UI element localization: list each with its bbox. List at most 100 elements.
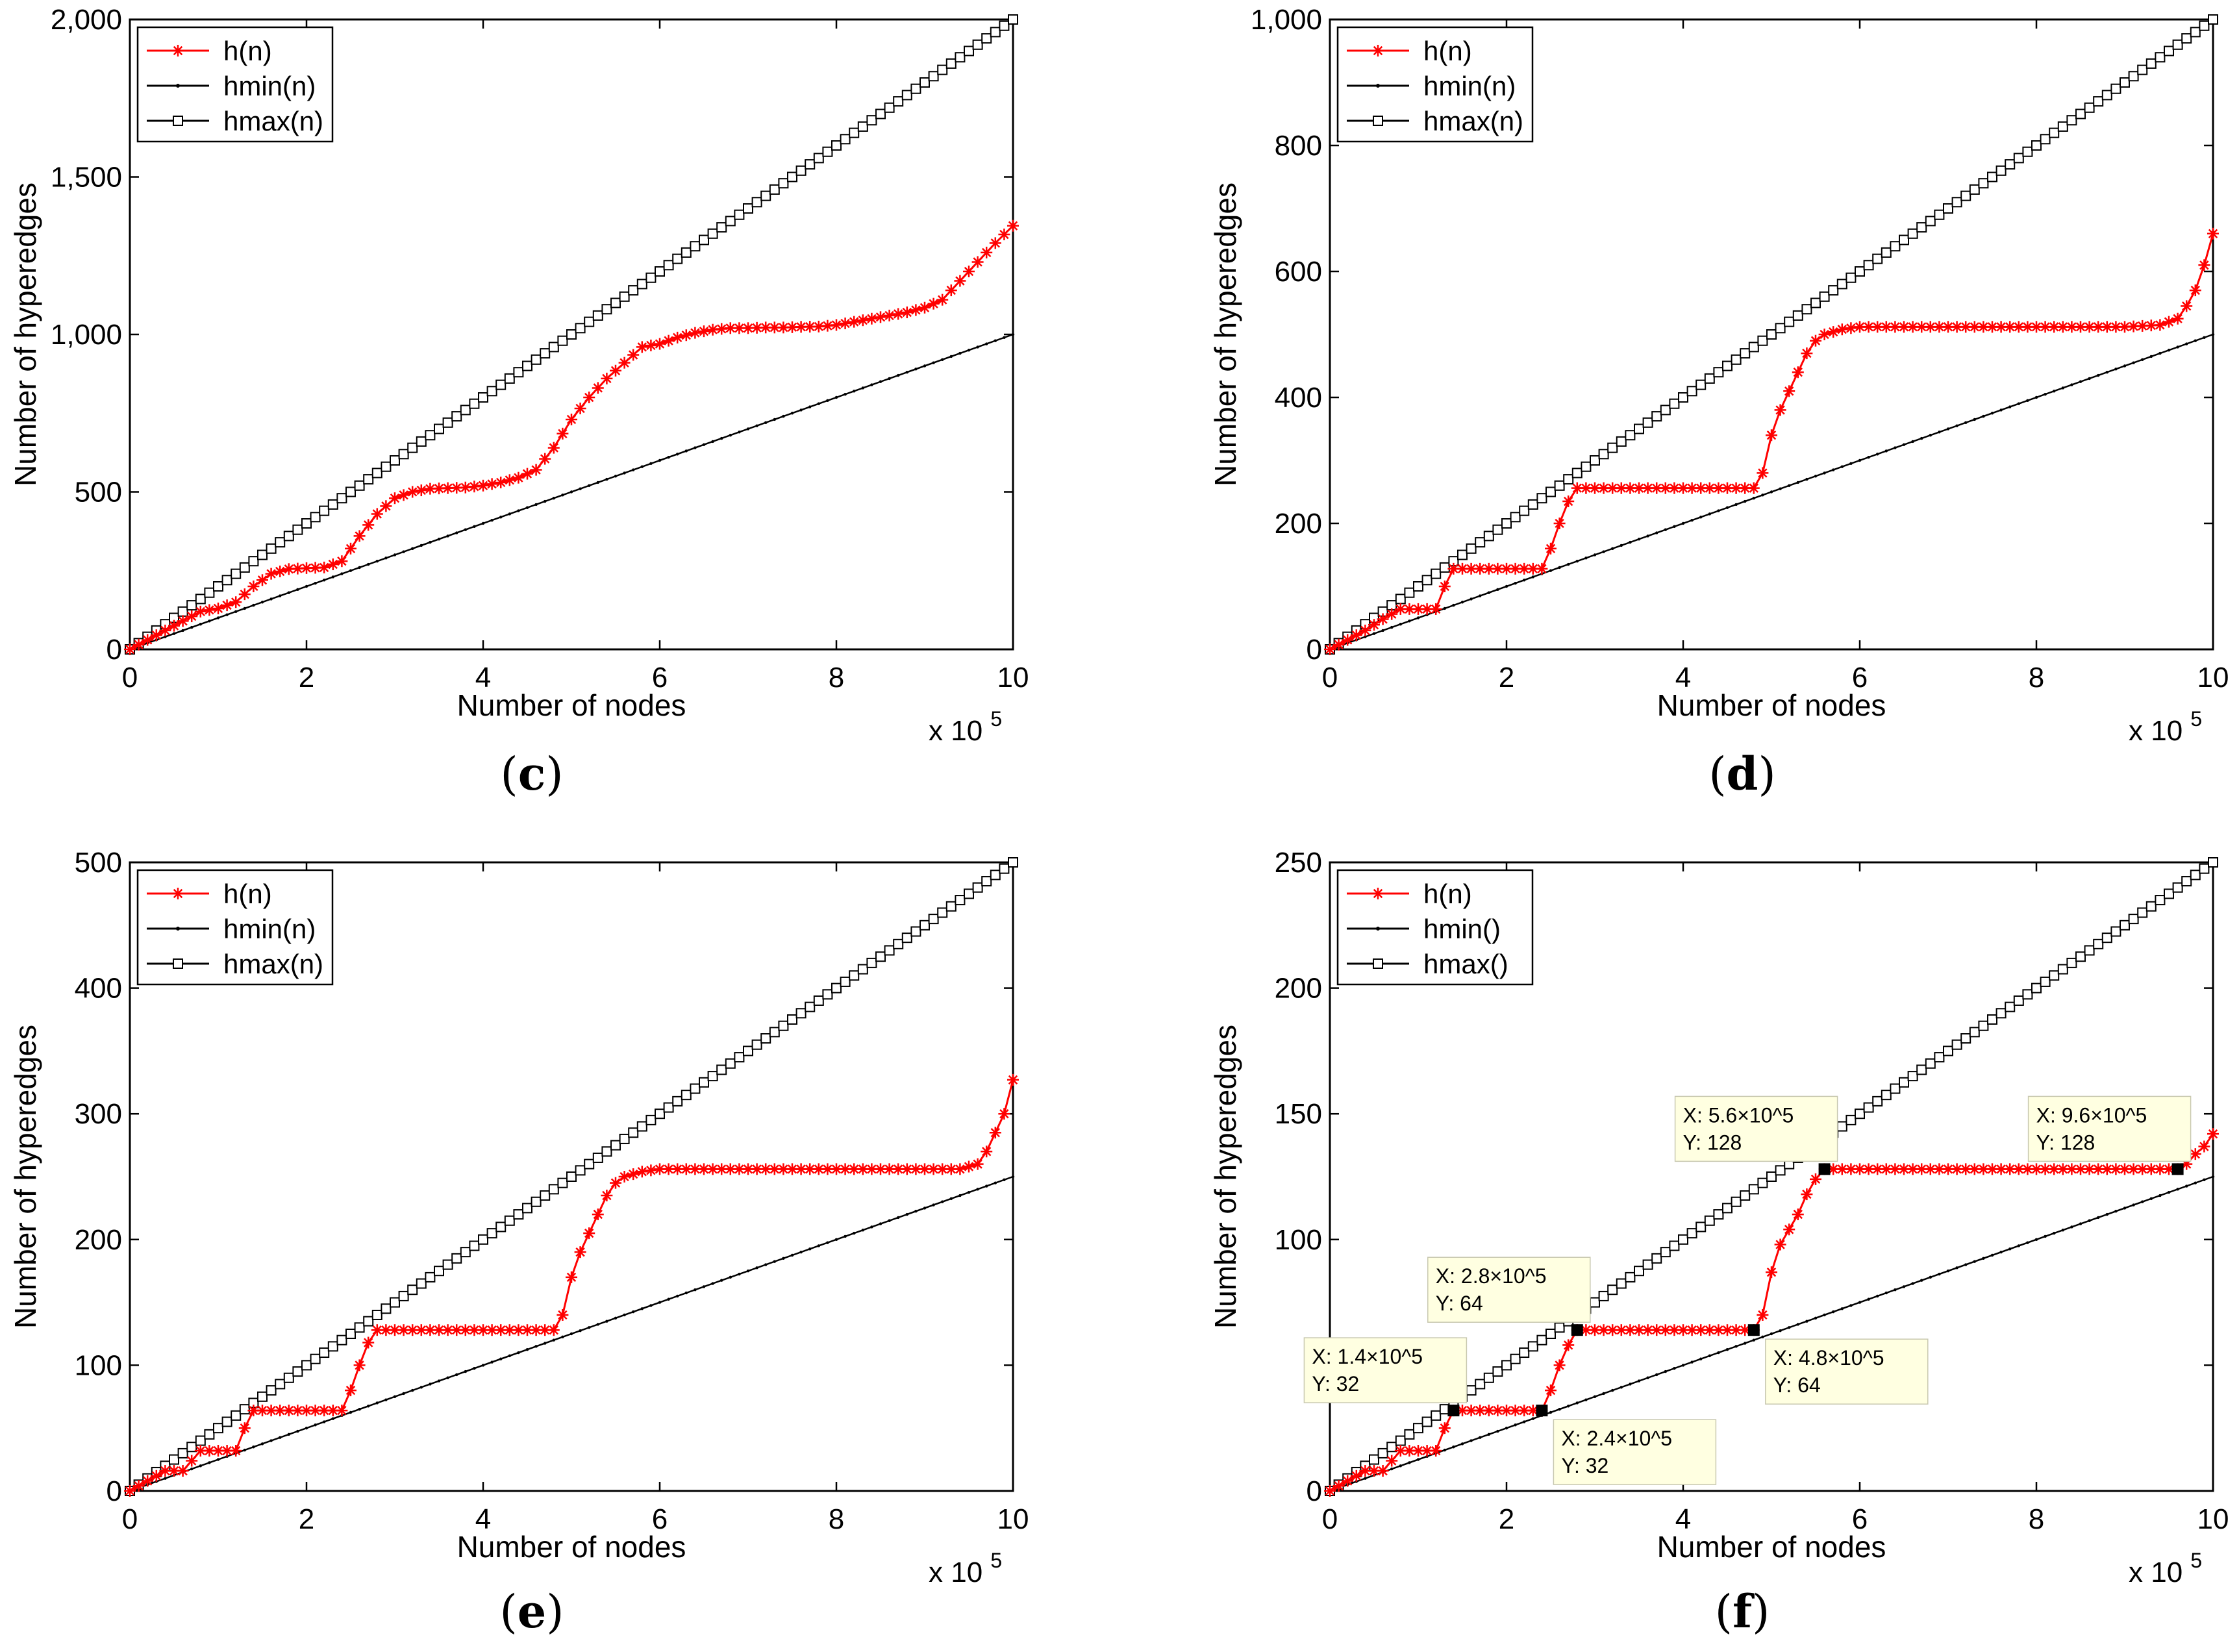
- hmin-point: [1487, 591, 1490, 594]
- hmax-point: [1722, 360, 1732, 371]
- hmax-point: [239, 1404, 250, 1415]
- x-multiplier-label: x 10 5: [929, 707, 1002, 747]
- hmin-point: [861, 386, 865, 390]
- hmin-point: [393, 553, 397, 557]
- h-point: [1739, 482, 1751, 494]
- h-point: [680, 329, 692, 342]
- h-point: [1721, 1324, 1733, 1336]
- h-point: [875, 311, 886, 323]
- hmin-point: [199, 623, 202, 626]
- y-tick-label: 100: [1275, 1224, 1322, 1256]
- h-point: [627, 349, 640, 361]
- h-point: [318, 1405, 331, 1417]
- hmax-point: [840, 134, 851, 145]
- hmin-point: [534, 1345, 538, 1348]
- hmin-point: [1982, 1257, 1985, 1260]
- hmin-point: [243, 1448, 246, 1452]
- hmin-point: [2167, 1191, 2171, 1194]
- hmax-point: [1907, 1071, 1918, 1082]
- hmax-point: [672, 253, 683, 264]
- hmax-point: [1881, 247, 1892, 258]
- h-point: [645, 339, 657, 351]
- y-tick-label: 400: [75, 973, 122, 1005]
- legend-box: [136, 869, 334, 986]
- h-point: [2207, 1128, 2219, 1140]
- h-point: [2207, 227, 2219, 240]
- hmin-point: [508, 512, 511, 516]
- hmin-point: [1964, 421, 1968, 424]
- hmin-point: [2053, 1231, 2056, 1235]
- hmin-point: [534, 503, 538, 507]
- h-point: [795, 321, 807, 333]
- hmax-point: [231, 1410, 242, 1421]
- h-point: [1386, 608, 1398, 620]
- hmin-point: [1514, 1423, 1517, 1427]
- h-point: [353, 530, 366, 542]
- hmax-point: [795, 165, 807, 176]
- hmin-point: [897, 373, 900, 377]
- h-point: [2021, 321, 2034, 333]
- hmin-point: [1003, 1178, 1006, 1182]
- hmax-point: [1536, 493, 1547, 504]
- hmax-point: [937, 907, 948, 918]
- hmax-point: [398, 449, 409, 460]
- legend-marker-h: [172, 45, 184, 56]
- hmin-point: [1011, 332, 1015, 336]
- hmin-point: [1408, 1461, 1411, 1464]
- h-point: [2119, 321, 2131, 333]
- hmax-point: [531, 1196, 542, 1207]
- hmax-point: [1651, 411, 1662, 422]
- y-tick-label: 1,000: [51, 319, 122, 351]
- hmax-point: [1757, 335, 1768, 346]
- hmax-point: [548, 1184, 559, 1195]
- hmin-point: [1629, 1383, 1632, 1386]
- series-h-line: [129, 1079, 1014, 1492]
- hmax-point: [619, 291, 630, 302]
- h-point: [1430, 1445, 1442, 1457]
- hmax-point: [407, 1284, 418, 1295]
- hmin-point: [2194, 339, 2197, 342]
- hmax-point: [769, 184, 780, 195]
- hmax-point: [319, 505, 330, 516]
- h-point: [230, 1445, 242, 1457]
- hmax-point: [981, 876, 992, 887]
- h-point: [1766, 1266, 1777, 1279]
- h-point: [927, 1163, 940, 1175]
- data-tip-marker: [1818, 1163, 1831, 1175]
- h-point: [1854, 321, 1866, 333]
- hmin-point: [1884, 1291, 1888, 1295]
- hmin-point: [941, 358, 944, 361]
- hmax-point: [893, 96, 904, 107]
- hmin-point: [525, 506, 529, 509]
- hmin-point: [2158, 351, 2162, 355]
- hmin-point: [729, 1275, 732, 1279]
- hmax-point: [769, 1027, 780, 1038]
- hmax-point: [1784, 316, 1795, 327]
- hmax-point: [1960, 190, 1971, 201]
- hmax-point: [2084, 945, 2095, 956]
- y-axis-label: Number of hyperedges: [8, 1025, 42, 1329]
- h-point: [1810, 334, 1821, 347]
- hmin-point: [2088, 1219, 2091, 1222]
- h-point: [636, 341, 648, 353]
- h-point: [1007, 219, 1019, 232]
- hmax-point: [257, 549, 268, 560]
- hmin-point: [623, 471, 626, 475]
- hmax-point: [2005, 1001, 2016, 1012]
- hmax-point: [681, 247, 692, 258]
- hmin-point: [2149, 1197, 2153, 1201]
- hmax-point: [610, 297, 621, 308]
- y-tick-label: 200: [1275, 508, 1322, 540]
- hmin-point: [2061, 1229, 2064, 1232]
- hmax-point: [1527, 499, 1538, 510]
- h-point: [989, 237, 1001, 249]
- h-point: [301, 562, 312, 574]
- hmax-point: [964, 888, 974, 899]
- series-h-markers: [124, 219, 1019, 655]
- hmin-point: [632, 1310, 635, 1314]
- hmin-point: [817, 402, 821, 405]
- hmax-point: [2031, 982, 2042, 994]
- hmax-point: [1616, 436, 1627, 447]
- hmax-point: [1466, 543, 1477, 554]
- hmin-point: [2070, 383, 2073, 386]
